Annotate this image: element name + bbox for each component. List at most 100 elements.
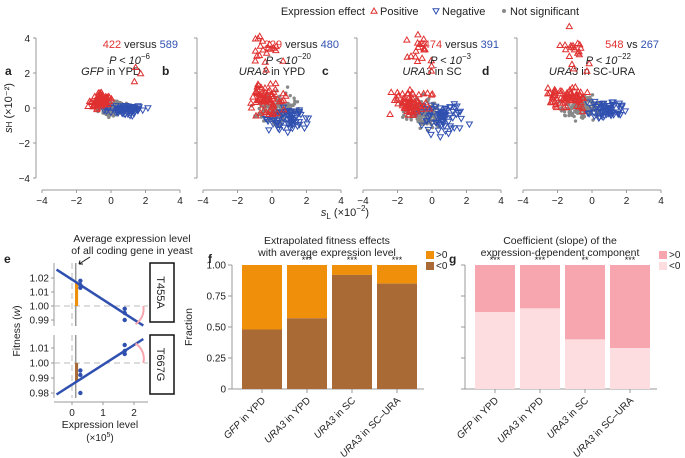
ns-point <box>405 117 409 121</box>
negative-point <box>609 99 617 107</box>
y-tick-label: 1.00 <box>30 359 50 370</box>
positive-point <box>556 86 565 94</box>
positive-point <box>400 98 409 105</box>
positive-point <box>414 90 423 98</box>
negative-point <box>295 121 304 129</box>
title-gene: URA3 <box>239 66 269 78</box>
fit-line <box>55 337 144 396</box>
positive-count: 422 <box>103 39 121 51</box>
close: ) <box>11 305 23 309</box>
p-exp: −20 <box>297 52 311 61</box>
panel-label: d <box>482 64 489 78</box>
positive-point <box>568 60 576 67</box>
positive-point <box>252 87 260 94</box>
data-point <box>78 390 83 396</box>
xl-s: s <box>321 207 327 219</box>
ns-dot-icon <box>502 9 506 13</box>
negative-point <box>426 113 434 121</box>
positive-count: 548 <box>605 39 623 51</box>
significance: *** <box>302 255 313 265</box>
positive-point <box>387 88 396 95</box>
positive-point <box>259 106 268 114</box>
positive-point <box>398 89 407 97</box>
significance: *** <box>490 255 501 265</box>
p-value: P < 10−22 <box>586 52 632 67</box>
fit-line <box>55 268 144 327</box>
xl-sub: L <box>326 212 331 221</box>
negative-point <box>279 124 288 132</box>
negative-point <box>295 109 304 116</box>
x-tick-label: URA3 in SC <box>312 395 358 441</box>
arrow-icon <box>78 256 91 265</box>
p-exp: −3 <box>462 52 472 61</box>
angle-arc <box>134 305 145 326</box>
negative-point <box>428 120 436 128</box>
negative-point <box>418 109 426 117</box>
positive-point <box>561 41 569 48</box>
x-tick-label: 2 <box>304 196 310 207</box>
data-point <box>122 310 127 316</box>
positive-point <box>247 103 256 111</box>
p-value: P < 10−3 <box>430 52 471 67</box>
x-tick-label: 2 <box>131 408 137 419</box>
angle-arc <box>134 342 145 364</box>
negative-point <box>609 112 618 119</box>
title-gene: GFP <box>81 66 104 78</box>
negative-point <box>417 122 426 130</box>
ns-point <box>563 114 568 118</box>
positive-point <box>416 102 425 109</box>
bar-gt0 <box>610 265 650 349</box>
positive-point <box>247 99 255 106</box>
significance: *** <box>535 255 546 265</box>
y-axis-label: Fraction <box>183 308 195 346</box>
positive-point <box>566 89 575 97</box>
negative-point <box>449 108 457 116</box>
legend-title: Expression effect <box>281 6 365 18</box>
positive-point <box>253 51 261 59</box>
data-point <box>78 278 83 283</box>
positive-point <box>262 108 271 116</box>
data-point <box>78 372 83 378</box>
ns-point <box>588 95 592 99</box>
positive-point <box>543 89 552 97</box>
positive-point <box>576 44 585 51</box>
bar-lt0 <box>565 339 605 389</box>
positive-point <box>408 88 417 96</box>
negative-point <box>130 105 139 112</box>
positive-point <box>136 69 145 77</box>
facet-label: T667G <box>154 348 166 382</box>
legend-label: >0 <box>436 250 448 261</box>
negative-point <box>457 115 466 123</box>
positive-point <box>279 96 288 103</box>
panel-title: GFP in YPD <box>81 66 141 78</box>
negative-point <box>295 107 304 115</box>
x-tick-label: 0 <box>429 196 435 207</box>
positive-point <box>583 88 592 96</box>
positive-point <box>105 93 114 101</box>
x-tick-label: −2 <box>392 196 404 207</box>
x-tick-label: −4 <box>36 196 48 207</box>
positive-point <box>404 99 413 106</box>
negative-point <box>422 118 431 125</box>
x-tick-label: −2 <box>232 196 244 207</box>
negative-point <box>434 127 443 135</box>
negative-point <box>439 109 448 116</box>
ns-point <box>292 96 296 100</box>
negative-point <box>440 116 449 123</box>
ns-point <box>291 103 295 108</box>
chart-title: Coefficient (slope) of the <box>503 235 617 247</box>
y-tick-label: 1.00 <box>30 302 50 313</box>
x-tick-label: GFP in YPD <box>222 395 268 441</box>
positive-point <box>262 65 271 73</box>
negative-point <box>597 108 605 116</box>
positive-point <box>423 89 432 96</box>
x-tick-label: URA3 in SC <box>545 395 591 441</box>
negative-point <box>279 104 288 112</box>
positive-point <box>415 40 424 47</box>
positive-point <box>567 43 576 50</box>
bar-gt0 <box>520 265 560 309</box>
positive-point <box>386 110 394 117</box>
sep: versus <box>121 39 160 51</box>
negative-point <box>303 121 311 129</box>
y-tick-label: 0 <box>220 385 226 396</box>
